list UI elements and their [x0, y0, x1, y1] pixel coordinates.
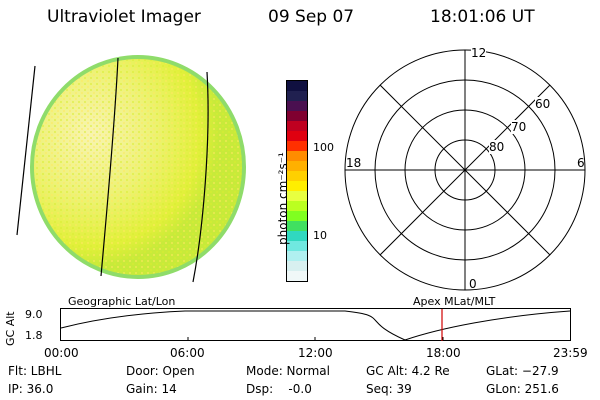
altitude-tick-min: 1.8: [25, 329, 43, 342]
gain-readout: Gain: 14: [126, 382, 177, 396]
altitude-axis-label: GC Alt: [4, 311, 17, 346]
filter-readout: Flt: LBHL: [8, 364, 62, 378]
colorbar-segment: [287, 261, 307, 271]
dsp-readout: Dsp: -0.0: [246, 382, 312, 396]
instrument-title: Ultraviolet Imager: [47, 7, 201, 27]
altitude-timeline: [60, 308, 571, 341]
colorbar-segment: [287, 101, 307, 111]
colorbar-segment: [287, 221, 307, 231]
colorbar-segment: [287, 91, 307, 101]
polar-circle-label-60: 60: [535, 97, 551, 111]
colorbar-segment: [287, 211, 307, 221]
altitude-curve: [60, 310, 571, 341]
colorbar-segment: [287, 201, 307, 211]
colorbar-unit-label: photon cm⁻²s⁻¹: [276, 152, 290, 245]
colorbar-segment: [287, 161, 307, 171]
polar-label-18: 18: [346, 156, 362, 170]
earth-image: [16, 55, 246, 283]
colorbar-segment: [287, 171, 307, 181]
apex-header: Apex MLat/MLT: [413, 295, 496, 308]
colorbar-segment: [287, 111, 307, 121]
colorbar-segment: [287, 131, 307, 141]
geographic-header: Geographic Lat/Lon: [68, 295, 176, 308]
time-label: 18:01:06 UT: [430, 7, 535, 27]
time-tick-0000: 00:00: [44, 346, 79, 360]
colorbar-tick-100: 100: [313, 141, 334, 154]
time-tick-0600: 06:00: [170, 346, 205, 360]
polar-circle-label-70: 70: [511, 120, 527, 134]
colorbar-segment: [287, 271, 307, 281]
longitude-line: [16, 65, 36, 236]
colorbar-segment: [287, 81, 307, 91]
altitude-tick-max: 9.0: [25, 308, 43, 321]
polar-circle-label-80: 80: [489, 140, 505, 154]
longitude-line: [100, 57, 119, 277]
ip-readout: IP: 36.0: [8, 382, 54, 396]
time-tick-1800: 18:00: [426, 346, 461, 360]
time-tick-2359: 23:59: [553, 346, 588, 360]
colorbar-segment: [287, 151, 307, 161]
time-tick-1200: 12:00: [298, 346, 333, 360]
polar-grid: [344, 49, 586, 291]
colorbar-segment: [287, 141, 307, 151]
polar-label-0: 0: [469, 277, 477, 291]
colorbar-tick-10: 10: [313, 229, 327, 242]
date-label: 09 Sep 07: [268, 7, 355, 27]
seq-readout: Seq: 39: [366, 382, 412, 396]
colorbar-segment: [287, 121, 307, 131]
glat-readout: GLat: −27.9: [486, 364, 559, 378]
color-scale-bar: [286, 80, 308, 282]
longitude-line: [192, 71, 209, 283]
door-readout: Door: Open: [126, 364, 195, 378]
gc-alt-readout: GC Alt: 4.2 Re: [366, 364, 450, 378]
colorbar-segment: [287, 241, 307, 251]
colorbar-segment: [287, 231, 307, 241]
mode-readout: Mode: Normal: [246, 364, 330, 378]
colorbar-segment: [287, 181, 307, 191]
glon-readout: GLon: 251.6: [486, 382, 559, 396]
colorbar-segment: [287, 191, 307, 201]
colorbar-segment: [287, 251, 307, 261]
polar-label-6: 6: [577, 156, 585, 170]
polar-label-12: 12: [471, 46, 487, 60]
